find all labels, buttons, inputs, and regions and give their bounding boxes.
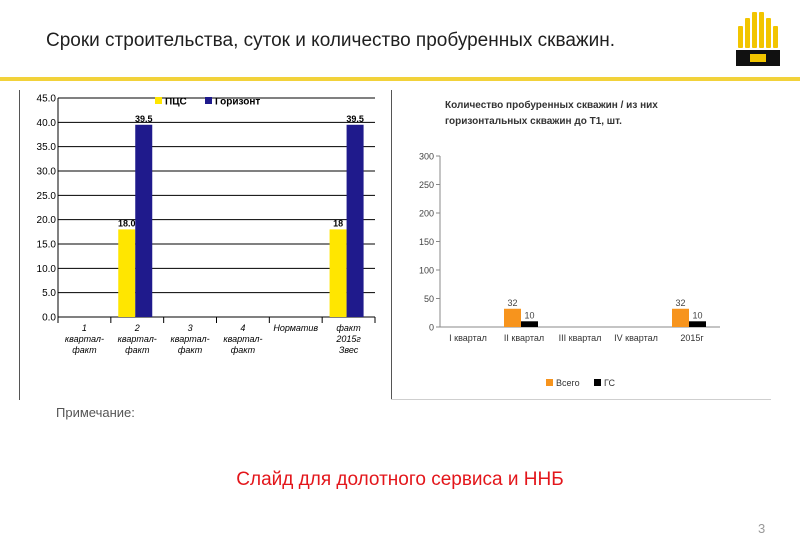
x-category-label: квартал- [171, 334, 210, 344]
x-category-label: IV квартал [614, 333, 658, 343]
left-bar-chart: 0.05.010.015.020.025.030.035.040.045.01к… [37, 94, 376, 355]
x-category-label: 4 [240, 323, 245, 333]
x-category-label: факт [178, 345, 203, 355]
bar-data-label: 10 [692, 310, 702, 320]
bar-data-label: 39.5 [135, 114, 153, 124]
y-tick-label: 250 [419, 180, 434, 190]
x-category-label: III квартал [559, 333, 602, 343]
title-divider [0, 77, 800, 81]
left-chart-frame-line [19, 90, 20, 400]
legend-swatch [594, 379, 601, 386]
y-tick-label: 0 [429, 323, 434, 333]
page-number: 3 [758, 521, 766, 536]
slide-title: Сроки строительства, суток и количество … [46, 30, 616, 51]
x-category-label: 1 [82, 323, 87, 333]
bar-total [504, 308, 521, 327]
y-tick-label: 5.0 [42, 288, 56, 299]
y-tick-label: 150 [419, 237, 434, 247]
x-category-label: квартал- [65, 334, 104, 344]
x-category-label: II квартал [504, 333, 544, 343]
x-category-label: квартал- [223, 334, 262, 344]
x-category-label: факт [231, 345, 256, 355]
bar-pcs [329, 229, 347, 317]
x-category-label: 2015г [335, 334, 361, 344]
bar-gs [689, 321, 706, 327]
bar-total [672, 308, 689, 327]
y-tick-label: 25.0 [37, 191, 57, 202]
y-tick-label: 200 [419, 209, 434, 219]
right-chart-bottom-line [391, 399, 771, 400]
bar-data-label: 32 [675, 298, 685, 308]
chart-title-line: горизонтальных скважин до Т1, шт. [445, 116, 622, 127]
bar-gorizont [135, 124, 153, 317]
x-category-label: Норматив [273, 323, 318, 333]
y-tick-label: 300 [419, 152, 434, 162]
legend-label: ГС [604, 378, 615, 388]
legend-swatch [205, 97, 212, 104]
chart-title-line: Количество пробуренных скважин / из них [445, 99, 658, 111]
legend-label: Горизонт [215, 97, 260, 108]
slide-subtitle: Слайд для долотного сервиса и ННБ [236, 469, 564, 490]
x-category-label: I квартал [449, 333, 487, 343]
bar-pcs [118, 229, 136, 317]
legend-label: ПЦС [165, 97, 187, 108]
y-tick-label: 0.0 [42, 313, 56, 324]
y-tick-label: 40.0 [37, 118, 57, 129]
legend-swatch [155, 97, 162, 104]
x-category-label: квартал- [118, 334, 157, 344]
y-tick-label: 100 [419, 266, 434, 276]
bar-gorizont [346, 124, 364, 317]
note-label: Примечание: [56, 405, 135, 420]
y-tick-label: 30.0 [37, 167, 57, 178]
x-category-label: факт [72, 345, 97, 355]
rosneft-logo-icon [736, 12, 780, 66]
bar-data-label: 18 [333, 218, 343, 228]
legend-swatch [546, 379, 553, 386]
y-tick-label: 20.0 [37, 215, 57, 226]
y-tick-label: 15.0 [37, 240, 57, 251]
y-tick-label: 45.0 [37, 94, 57, 105]
right-chart-frame-line [391, 90, 392, 400]
bar-data-label: 10 [524, 310, 534, 320]
x-category-label: факт [336, 323, 361, 333]
x-category-label: 3 [188, 323, 193, 333]
right-bar-chart: Количество пробуренных скважин / из них г… [419, 99, 720, 388]
y-tick-label: 10.0 [37, 264, 57, 275]
bar-gs [521, 321, 538, 327]
y-tick-label: 35.0 [37, 142, 57, 153]
x-category-label: 2 [134, 323, 140, 333]
legend-label: Всего [556, 378, 580, 388]
bar-data-label: 18.0 [118, 218, 136, 228]
y-tick-label: 50 [424, 294, 434, 304]
bar-data-label: 39.5 [346, 114, 364, 124]
x-category-label: Звес [339, 345, 359, 355]
x-category-label: 2015г [680, 333, 704, 343]
x-category-label: факт [125, 345, 150, 355]
bar-data-label: 32 [507, 298, 517, 308]
